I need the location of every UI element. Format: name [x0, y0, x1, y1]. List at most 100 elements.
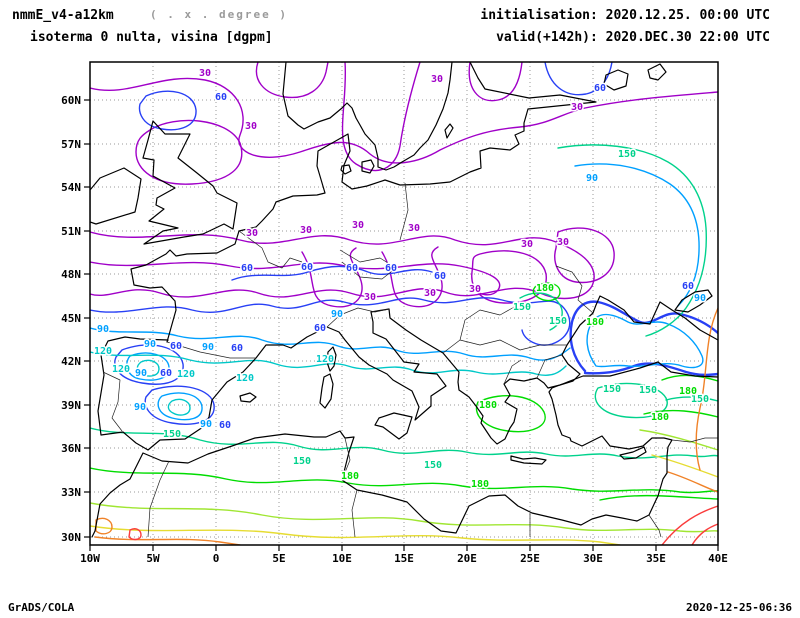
contour-label-30: 30 — [557, 237, 569, 248]
contour-label-60: 60 — [241, 263, 253, 274]
contour-label-180: 180 — [679, 386, 697, 397]
lat-label: 54N — [61, 181, 81, 194]
contour-30-c — [341, 62, 421, 172]
contour-120-spain-nw — [136, 359, 160, 377]
contour-label-90: 90 — [135, 368, 147, 379]
lat-label: 30N — [61, 531, 81, 544]
contour-180-africa — [90, 467, 718, 494]
lat-label: 60N — [61, 94, 81, 107]
contour-180-aegean — [475, 395, 546, 433]
lat-label: 36N — [61, 442, 81, 455]
contour-90-ne-arc — [574, 163, 700, 307]
init-time: initialisation: 2020.12.25. 00:00 UTC — [480, 8, 770, 23]
contour-30-a — [90, 77, 718, 164]
contour-label-30: 30 — [364, 292, 376, 303]
contour-label-90: 90 — [331, 309, 343, 320]
field-title: isoterma 0 nulta, visina [dgpm] — [30, 30, 273, 45]
contour-label-150: 150 — [618, 149, 636, 160]
contour-90-med — [90, 327, 571, 361]
contour-label-180: 180 — [651, 412, 669, 423]
coastline-ireland — [90, 167, 142, 225]
contour-180-romania — [532, 282, 561, 302]
contour-label-30: 30 — [352, 220, 364, 231]
contour-label-30: 30 — [245, 121, 257, 132]
contour-label-60: 60 — [215, 92, 227, 103]
coastline-scandinavia — [282, 62, 453, 171]
contour-label-60: 60 — [314, 323, 326, 334]
contour-60-spain-nw — [114, 344, 184, 385]
grads-credit: GrADS/COLA — [8, 601, 75, 614]
contour-label-30: 30 — [246, 228, 258, 239]
lon-label: 10W — [80, 552, 100, 565]
contour-label-180: 180 — [479, 400, 497, 411]
contour-label-90: 90 — [586, 173, 598, 184]
contour-150-ne-arc — [557, 144, 708, 337]
lon-label: 30E — [583, 552, 603, 565]
contour-label-180: 180 — [471, 479, 489, 490]
creation-timestamp: 2020-12-25-06:36 — [686, 601, 792, 614]
contour-label-30: 30 — [571, 102, 583, 113]
contour-label-180: 180 — [586, 317, 604, 328]
lon-label: 0 — [213, 552, 220, 565]
contour-label-150: 150 — [163, 429, 181, 440]
contour-300-se-a — [661, 505, 718, 545]
contour-label-60: 60 — [231, 343, 243, 354]
lon-label: 20E — [457, 552, 477, 565]
contour-label-90: 90 — [144, 339, 156, 350]
contour-label-90: 90 — [202, 342, 214, 353]
coastlines — [90, 62, 718, 538]
contour-label-30: 30 — [431, 74, 443, 85]
contour-30-d — [468, 62, 523, 102]
lat-label: 57N — [61, 138, 81, 151]
lon-label: 35E — [646, 552, 666, 565]
coastline-europe-mainland — [97, 62, 718, 451]
contour-150-med — [90, 427, 718, 459]
contour-label-120: 120 — [94, 346, 112, 357]
contour-label-180: 180 — [341, 471, 359, 482]
contour-label-120: 120 — [236, 373, 254, 384]
contour-60-spain-c — [144, 385, 215, 425]
contour-label-30: 30 — [408, 223, 420, 234]
lat-label: 33N — [61, 486, 81, 499]
islands — [239, 63, 713, 465]
contour-label-120: 120 — [316, 354, 334, 365]
contour-300-se-b — [691, 523, 718, 545]
contour-label-90: 90 — [694, 293, 706, 304]
contour-label-90: 90 — [97, 324, 109, 335]
lat-label: 51N — [61, 225, 81, 238]
country-borders — [102, 182, 718, 538]
contour-label-180: 180 — [536, 283, 554, 294]
contour-240-se — [651, 454, 718, 478]
contour-150-east — [665, 396, 718, 402]
contour-label-30: 30 — [424, 288, 436, 299]
contour-label-60: 60 — [301, 262, 313, 273]
contour-label-60: 60 — [160, 368, 172, 379]
contour-90-spain-c — [157, 392, 203, 421]
coastline-africa-levant-turkey — [91, 361, 718, 538]
contour-label-90: 90 — [134, 402, 146, 413]
contour-label-150: 150 — [293, 456, 311, 467]
lat-label: 45N — [61, 312, 81, 325]
lon-label: 40E — [708, 552, 728, 565]
contour-label-150: 150 — [513, 302, 531, 313]
contour-label-90: 90 — [200, 419, 212, 430]
contour-30-f — [90, 231, 595, 300]
contour-60-a — [138, 90, 197, 131]
contour-90-blacksea — [586, 313, 704, 369]
contour-120-spain-c — [167, 398, 191, 416]
contour-label-150: 150 — [549, 316, 567, 327]
contour-label-150: 150 — [691, 394, 709, 405]
contour-label-30: 30 — [521, 239, 533, 250]
contour-210-se — [639, 429, 718, 451]
contour-270-africa — [94, 536, 241, 545]
contour-30-j — [471, 250, 547, 304]
lat-label: 42N — [61, 355, 81, 368]
contour-150-wblacksea — [519, 292, 563, 331]
lon-label: 5E — [272, 552, 285, 565]
contour-270-atlas-loop — [95, 517, 113, 535]
contour-30-e — [135, 119, 243, 185]
contour-270-caucasus — [695, 307, 718, 471]
contour-240-africa — [90, 525, 621, 545]
